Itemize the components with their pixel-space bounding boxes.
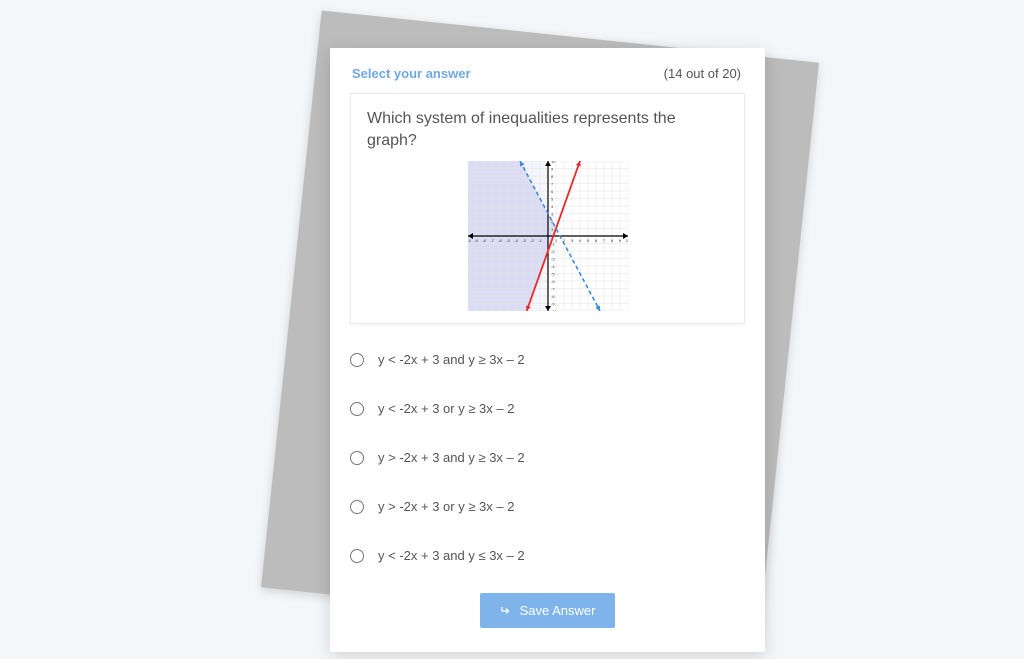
answer-option[interactable]: y < -2x + 3 or y ≥ 3x – 2 (350, 391, 745, 440)
answer-radio[interactable] (350, 402, 364, 416)
return-arrow-icon (500, 605, 512, 617)
answer-option[interactable]: y < -2x + 3 and y ≥ 3x – 2 (350, 342, 745, 391)
progress-label: (14 out of 20) (664, 66, 741, 81)
answer-radio[interactable] (350, 549, 364, 563)
svg-text:10: 10 (551, 161, 556, 164)
answer-option[interactable]: y > -2x + 3 and y ≥ 3x – 2 (350, 440, 745, 489)
answer-option[interactable]: y < -2x + 3 and y ≤ 3x – 2 (350, 538, 745, 587)
question-card: Select your answer (14 out of 20) Which … (330, 48, 765, 652)
answers-list: y < -2x + 3 and y ≥ 3x – 2 y < -2x + 3 or… (330, 324, 765, 587)
answer-option[interactable]: y > -2x + 3 or y ≥ 3x – 2 (350, 489, 745, 538)
answer-radio[interactable] (350, 500, 364, 514)
chart-container: -10-9-8-7-6-5-4-3-2-112345678910-10-9-8-… (367, 161, 728, 311)
question-text: Which system of inequalities represents … (367, 108, 728, 151)
answer-label: y > -2x + 3 or y ≥ 3x – 2 (378, 499, 514, 514)
answer-label: y < -2x + 3 and y ≥ 3x – 2 (378, 352, 525, 367)
answer-radio[interactable] (350, 353, 364, 367)
save-answer-button[interactable]: Save Answer (480, 593, 616, 628)
svg-text:-10: -10 (551, 309, 558, 311)
inequality-chart: -10-9-8-7-6-5-4-3-2-112345678910-10-9-8-… (468, 161, 628, 311)
answer-label: y < -2x + 3 and y ≤ 3x – 2 (378, 548, 525, 563)
answer-radio[interactable] (350, 451, 364, 465)
svg-text:10: 10 (625, 238, 627, 243)
answer-label: y < -2x + 3 or y ≥ 3x – 2 (378, 401, 514, 416)
question-panel: Which system of inequalities represents … (350, 93, 745, 324)
button-row: Save Answer (330, 587, 765, 652)
card-header: Select your answer (14 out of 20) (330, 48, 765, 93)
save-answer-label: Save Answer (520, 603, 596, 618)
instruction-label: Select your answer (352, 66, 471, 81)
answer-label: y > -2x + 3 and y ≥ 3x – 2 (378, 450, 525, 465)
